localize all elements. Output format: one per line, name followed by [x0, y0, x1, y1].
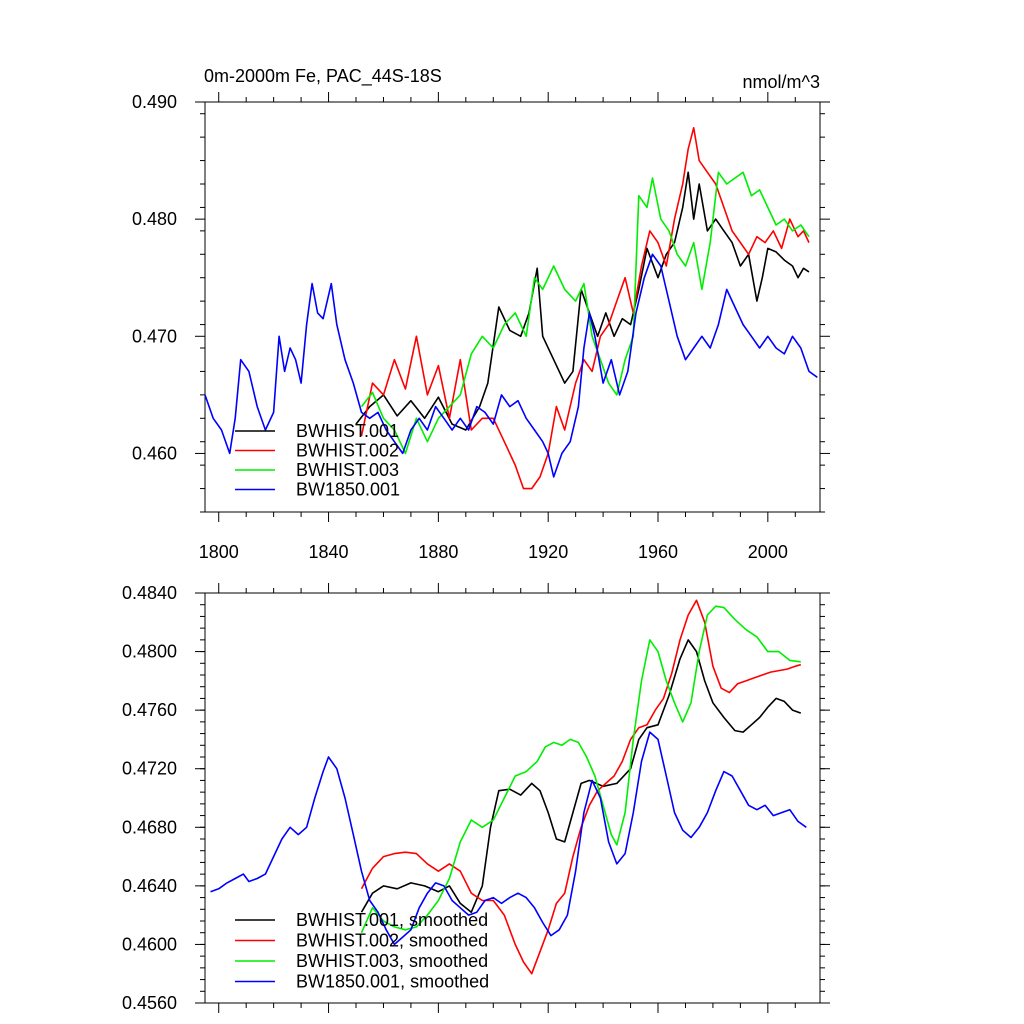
- y-tick-label: 0.4760: [122, 700, 177, 720]
- series-line-bw1850-001: [204, 253, 818, 478]
- units-label: nmol/m^3: [743, 72, 820, 92]
- y-tick-label: 0.4560: [122, 993, 177, 1013]
- x-tick-label: 2000: [748, 542, 788, 562]
- x-tick-label: 1960: [638, 542, 678, 562]
- legend-label: BWHIST.003, smoothed: [296, 951, 488, 971]
- legend-label: BWHIST.002, smoothed: [296, 931, 488, 951]
- series-line-bwhist-002-smoothed: [360, 599, 802, 975]
- series-line-bw1850-001-smoothed: [210, 731, 807, 946]
- y-tick-label: 0.4800: [122, 642, 177, 662]
- y-tick-label: 0.4600: [122, 934, 177, 954]
- legend-label: BW1850.001: [296, 480, 400, 500]
- x-tick-label: 1800: [199, 542, 239, 562]
- series-line-bwhist-002: [360, 127, 810, 490]
- series-line-bwhist-003: [360, 171, 810, 455]
- y-tick-label: 0.4840: [122, 583, 177, 603]
- series-line-bwhist-001-smoothed: [360, 639, 802, 913]
- legend-label: BWHIST.002: [296, 441, 399, 461]
- y-tick-label: 0.490: [132, 92, 177, 112]
- top-panel: 1800 1840 1880 1920 1960 2000 0.460 0.470 0.480 0…: [132, 92, 830, 562]
- x-tick-label: 1880: [418, 542, 458, 562]
- y-tick-label: 0.4680: [122, 817, 177, 837]
- x-tick-label: 1840: [309, 542, 349, 562]
- y-tick-label: 0.4720: [122, 759, 177, 779]
- x-tick-label: 1920: [528, 542, 568, 562]
- bottom-panel: 0.4560 0.4600 0.4640 0.4680 0.4720 0.4760 0.48…: [122, 583, 830, 1013]
- plot-frame: [204, 592, 821, 1004]
- y-tick-label: 0.470: [132, 326, 177, 346]
- series-line-bwhist-001: [355, 171, 810, 431]
- y-tick-label: 0.480: [132, 209, 177, 229]
- y-tick-label: 0.4640: [122, 876, 177, 896]
- legend-label: BWHIST.001: [296, 421, 399, 441]
- chart-title: 0m-2000m Fe, PAC_44S-18S: [204, 66, 442, 87]
- legend-label: BW1850.001, smoothed: [296, 972, 489, 992]
- plot-frame: [204, 101, 821, 513]
- legend-label: BWHIST.001, smoothed: [296, 910, 488, 930]
- series-line-bwhist-003-smoothed: [360, 605, 801, 934]
- y-tick-label: 0.460: [132, 443, 177, 463]
- legend-label: BWHIST.003: [296, 460, 399, 480]
